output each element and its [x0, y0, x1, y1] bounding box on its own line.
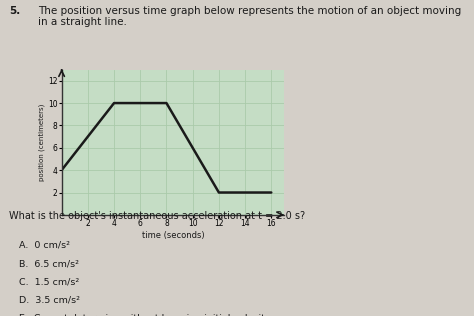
Text: 5.: 5.: [9, 6, 21, 15]
Text: D.  3.5 cm/s²: D. 3.5 cm/s²: [19, 295, 80, 305]
Text: A.  0 cm/s²: A. 0 cm/s²: [19, 241, 70, 250]
X-axis label: time (seconds): time (seconds): [142, 231, 204, 240]
Text: What is the object's instantaneous acceleration at t = 2.0 s?: What is the object's instantaneous accel…: [9, 211, 306, 221]
Text: B.  6.5 cm/s²: B. 6.5 cm/s²: [19, 259, 79, 268]
Text: C.  1.5 cm/s²: C. 1.5 cm/s²: [19, 277, 79, 286]
Text: E.  Cannot determine without knowing initial velocity.: E. Cannot determine without knowing init…: [19, 314, 272, 316]
Text: The position versus time graph below represents the motion of an object moving i: The position versus time graph below rep…: [38, 6, 461, 27]
Y-axis label: position (centimeters): position (centimeters): [38, 104, 45, 181]
